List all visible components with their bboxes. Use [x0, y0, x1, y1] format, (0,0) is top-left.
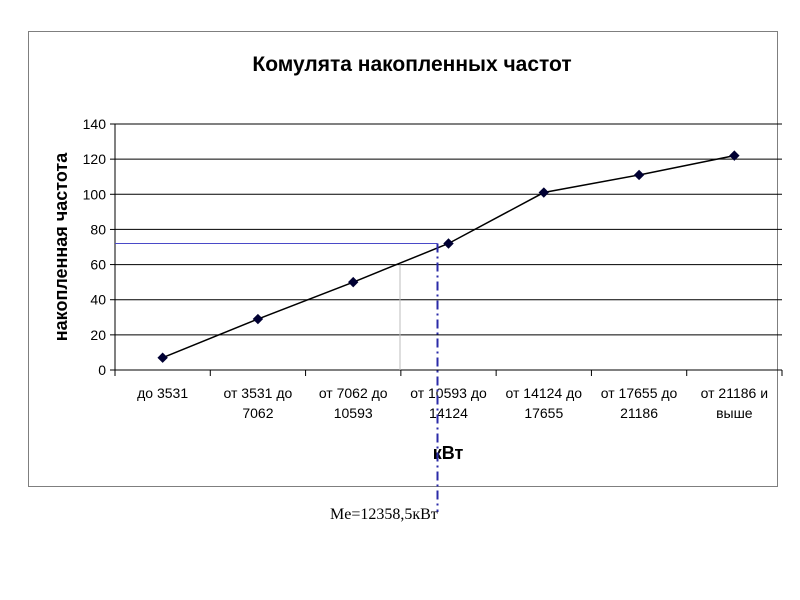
data-point-marker [443, 238, 454, 249]
y-tick-label: 60 [90, 257, 106, 273]
y-tick-label: 20 [90, 327, 106, 343]
x-tick-label: 7062 [242, 405, 273, 421]
median-label: Me=12358,5кВт [330, 506, 438, 523]
x-tick-label: до 3531 [137, 385, 188, 401]
y-tick-label: 80 [90, 221, 106, 237]
data-point-marker [348, 276, 359, 288]
y-tick-label: 0 [98, 362, 106, 378]
x-tick-label: от 14124 до [506, 385, 583, 401]
data-point-marker [157, 352, 168, 363]
x-tick-label: 21186 [620, 405, 658, 421]
data-point-marker [633, 169, 645, 181]
data-point-marker [538, 187, 549, 198]
chart-title: Комулята накопленных частот [252, 53, 571, 76]
data-point-marker [252, 313, 264, 325]
x-tick-label: 14124 [429, 405, 468, 421]
x-tick-label: 17655 [524, 405, 563, 421]
chart-frame [28, 31, 778, 487]
y-tick-label: 40 [90, 292, 106, 308]
x-tick-label: от 10593 до [410, 385, 487, 401]
x-axis-title: кВт [433, 443, 464, 463]
x-tick-label: от 7062 до [319, 385, 388, 401]
series-line [162, 154, 735, 359]
y-axis-title: накопленная частота [51, 152, 71, 341]
x-tick-label: выше [716, 405, 753, 421]
y-tick-label: 100 [83, 186, 107, 202]
x-tick-label: от 21186 и [701, 385, 768, 401]
x-tick-label: от 3531 до [224, 385, 293, 401]
y-tick-label: 120 [83, 151, 107, 167]
x-tick-label: 10593 [334, 405, 373, 421]
x-tick-label: от 17655 до [601, 385, 678, 401]
y-tick-label: 140 [83, 116, 107, 132]
data-point-marker [729, 150, 740, 161]
